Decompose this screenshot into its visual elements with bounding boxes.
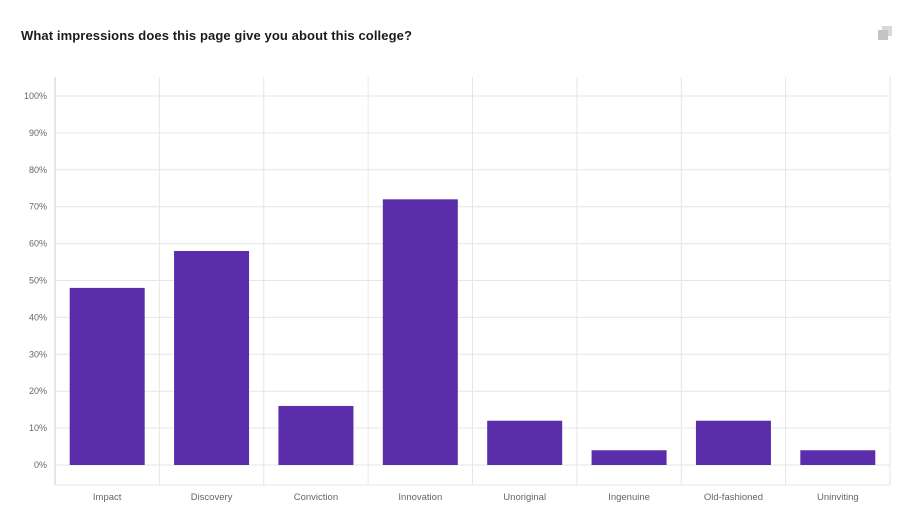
question-title: What impressions does this page give you… — [21, 28, 413, 43]
bar-unoriginal — [487, 420, 563, 465]
copy-icon-graphic — [878, 26, 892, 40]
bar-conviction — [278, 405, 354, 465]
x-tick-label: Ingenuine — [608, 492, 650, 503]
y-tick-label: 20% — [29, 386, 47, 396]
bar-uninviting — [800, 450, 876, 465]
x-tick-label: Discovery — [191, 492, 233, 503]
y-tick-label: 80% — [29, 165, 47, 175]
bar-discovery — [174, 250, 250, 465]
y-tick-label: 60% — [29, 239, 47, 249]
bar-ingenuine — [591, 450, 667, 465]
y-tick-label: 50% — [29, 276, 47, 286]
y-tick-label: 100% — [24, 91, 47, 101]
copy-icon-front — [878, 30, 888, 40]
copy-icon[interactable] — [877, 25, 893, 41]
y-tick-label: 0% — [34, 460, 47, 470]
y-tick-label: 40% — [29, 312, 47, 322]
x-tick-label: Impact — [93, 492, 122, 503]
x-tick-label: Innovation — [398, 492, 442, 503]
x-tick-label: Uninviting — [817, 492, 859, 503]
x-tick-label: Old-fashioned — [704, 492, 763, 503]
x-tick-label: Conviction — [294, 492, 338, 503]
x-tick-label: Unoriginal — [503, 492, 546, 503]
y-tick-label: 10% — [29, 423, 47, 433]
bar-impact — [69, 287, 145, 465]
y-tick-label: 90% — [29, 128, 47, 138]
bar-innovation — [382, 199, 458, 465]
y-tick-label: 30% — [29, 349, 47, 359]
y-tick-label: 70% — [29, 202, 47, 212]
bar-old-fashioned — [695, 420, 771, 465]
